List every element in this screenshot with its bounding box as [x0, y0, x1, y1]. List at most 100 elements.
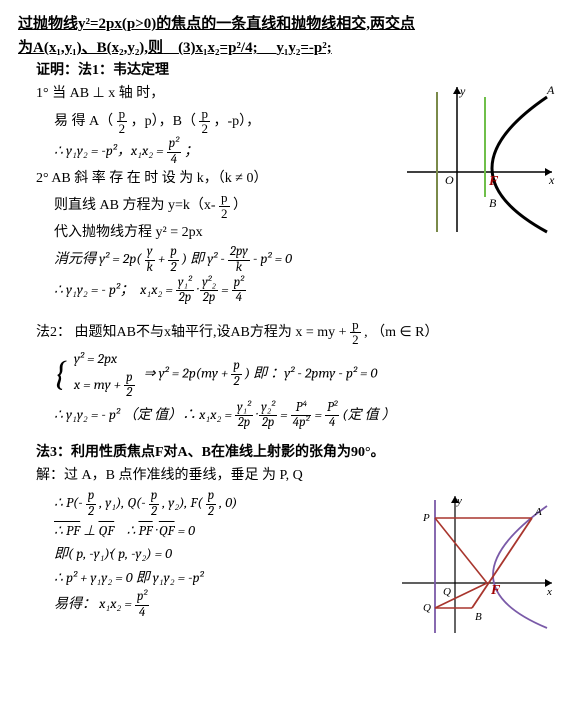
n: p	[206, 489, 217, 504]
den: 2p	[200, 291, 218, 305]
txt: ) 即 y² -	[182, 250, 225, 267]
m1-case1-result: ∴ y₁y₂ = -p²，x₁x₂ = p²4 ；	[18, 137, 389, 167]
txt: , （m ∈ R）	[364, 325, 438, 340]
txt: 易 得 A（	[54, 114, 113, 129]
d: 4	[135, 606, 149, 620]
svg-text:x: x	[548, 173, 555, 187]
txt: ∴ y₁y₂ = - p² （定 值）∴ x₁x₂ =	[54, 406, 235, 423]
txt: 则直线 AB 方程为 y=k（x-	[54, 198, 216, 213]
den: k	[228, 261, 250, 275]
method1-heading: 证明：法1：韦达定理	[18, 60, 557, 82]
den: 2	[199, 122, 210, 136]
n: P²	[325, 401, 339, 416]
m1-case2: 2° AB 斜 率 存 在 时 设 为 k，（k ≠ 0）	[18, 168, 389, 190]
svg-text:O: O	[445, 173, 454, 187]
txt: x₁x₂ =	[140, 281, 176, 298]
txt: 法2： 由题知AB不与x轴平行,设AB方程为 x = my +	[36, 325, 350, 340]
num: p²	[167, 137, 181, 152]
eq: =	[221, 281, 232, 298]
problem-eq3b: y₁y₂=-p²;	[276, 40, 331, 56]
m1-case1-points: 易 得 A（ p2 ，p），B（ p2 ，-p），	[18, 107, 389, 137]
m1-case2-l3: 消元得 y² = 2p( yk + p2 ) 即 y² - 2pyk - p² …	[18, 245, 389, 275]
method3-heading: 法3：利用性质焦点F对A、B在准线上射影的张角为90°。	[18, 442, 557, 464]
num: y²₂	[200, 276, 218, 291]
den: 2	[219, 207, 230, 221]
m1-case2-l1: 则直线 AB 方程为 y=k（x- p2 ）	[18, 191, 389, 221]
den: 2	[117, 122, 128, 136]
d: 2	[149, 505, 160, 519]
n: p	[149, 489, 160, 504]
den: 2p	[176, 291, 194, 305]
svg-text:A: A	[546, 83, 555, 97]
svg-text:y: y	[459, 84, 466, 98]
n: y₁²	[235, 401, 253, 416]
txt: +	[158, 250, 168, 267]
figure-2: A B P Q Q y x F	[397, 488, 557, 638]
num: y₁²	[176, 276, 194, 291]
method2-result: ∴ y₁y₂ = - p² （定 值）∴ x₁x₂ = y₁²2p · y₂²2…	[18, 401, 557, 431]
m3-l1: 解：过 A，B 点作准线的垂线，垂足 为 P, Q	[18, 465, 557, 487]
n: y₂²	[259, 401, 277, 416]
method2-system: { y² = 2px x = my + p2 ⇒ y² = 2p(my + p2…	[18, 348, 557, 400]
d: 2	[206, 505, 217, 519]
problem-line1: 过抛物线y²=2px(p>0)的焦点的一条直线和抛物线相交,两交点	[18, 12, 557, 36]
svg-text:x: x	[546, 586, 552, 598]
method2-heading: 法2： 由题知AB不与x轴平行,设AB方程为 x = my + p2 , （m …	[18, 318, 557, 348]
txt: ，p），B（	[131, 114, 196, 129]
den: 4	[232, 291, 246, 305]
txt: ；	[184, 142, 198, 159]
n: P⁴	[291, 401, 312, 416]
d: 4p²	[291, 416, 312, 430]
num: p	[219, 191, 230, 206]
t: ∴ P(-	[54, 495, 83, 512]
d: 2p	[259, 416, 277, 430]
m3-l3: ∴ PF ⊥ QF ∴ PF · QF = 0	[18, 520, 389, 542]
d: 2	[231, 375, 242, 389]
den: k	[145, 261, 155, 275]
m3-l5: ∴ p² + y₁y₂ = 0 即 y₁y₂ = -p²	[18, 567, 389, 589]
problem-line2: 为A(x₁,y₁)、B(x₂,y₂),则 (3)x₁x₂=p²/4; y₁y₂=…	[18, 36, 557, 60]
svg-text:A: A	[534, 506, 542, 518]
txt: ）	[233, 198, 247, 213]
txt: ，-p），	[213, 114, 260, 129]
t: , 0)	[219, 495, 237, 512]
num: y	[145, 245, 155, 260]
txt: ) 即 ：y² - 2pmy - p² = 0	[245, 364, 377, 381]
svg-text:Q: Q	[443, 586, 451, 598]
den: 4	[167, 153, 181, 167]
n: p	[350, 318, 361, 333]
m3-l4: 即( p, -y₁)·( p, -y₂) = 0	[18, 543, 389, 565]
d: 4	[325, 416, 339, 430]
m3-l6: 易得： x₁x₂ = p²4	[18, 590, 389, 620]
svg-text:F: F	[490, 583, 501, 598]
txt: 消元得 y² = 2p(	[54, 250, 141, 267]
figure-1: A B y x O F	[397, 82, 557, 237]
svg-text:P: P	[422, 512, 430, 524]
sys1: y² = 2px	[74, 348, 135, 370]
d: 2	[350, 333, 361, 347]
txt: ∴ y₁y₂ = -p²，x₁x₂ =	[54, 142, 164, 159]
m1-case1: 1° 当 AB ⊥ x 轴 时，	[18, 83, 389, 105]
den: 2	[168, 261, 179, 275]
svg-text:B: B	[475, 611, 482, 623]
d: 2p	[235, 416, 253, 430]
n: p	[231, 359, 242, 374]
eq: =	[314, 406, 325, 423]
svg-text:Q: Q	[423, 602, 431, 614]
t: , y₂), F(	[162, 495, 202, 512]
brace-icon: {	[54, 357, 67, 391]
svg-text:B: B	[489, 196, 497, 210]
n: p	[124, 371, 135, 386]
svg-text:y: y	[456, 495, 462, 507]
n: p²	[135, 590, 149, 605]
t: , y₁), Q(-	[99, 495, 145, 512]
n: p	[86, 489, 97, 504]
m1-case2-l4: ∴ y₁y₂ = - p²； x₁x₂ = y₁²2p · y²₂2p = p²…	[18, 276, 389, 306]
num: p	[199, 107, 210, 122]
t: 易得： x₁x₂ =	[54, 595, 135, 612]
d: 2	[124, 386, 135, 400]
txt: (定 值 ）	[342, 406, 395, 423]
m1-case2-l2: 代入抛物线方程 y² = 2px	[18, 222, 389, 244]
arrow: ⇒ y² = 2p(my +	[144, 364, 231, 381]
num: 2py	[228, 245, 250, 260]
